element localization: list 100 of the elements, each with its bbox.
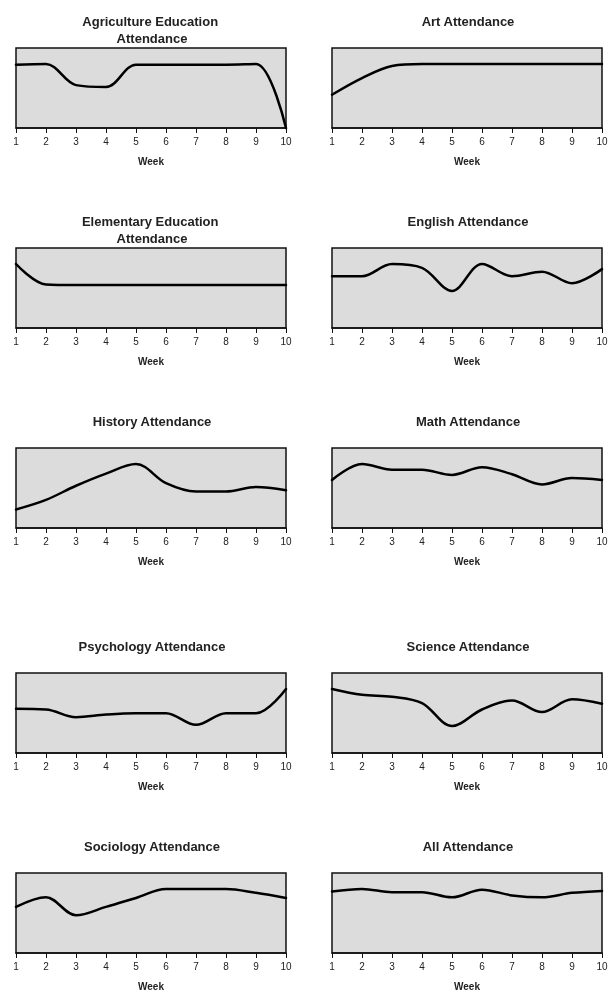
x-tick-label: 5 — [449, 335, 456, 347]
x-tick-label: 4 — [419, 760, 426, 772]
x-tick-label: 10 — [280, 760, 292, 772]
x-axis-title: Week — [454, 155, 481, 167]
x-axis-title: Week — [454, 780, 481, 792]
x-tick-label: 10 — [280, 135, 292, 147]
x-tick-label: 1 — [13, 960, 20, 972]
x-tick-label: 9 — [253, 760, 260, 772]
x-tick-label: 3 — [73, 960, 80, 972]
x-tick-label: 2 — [359, 760, 366, 772]
x-tick-label: 3 — [389, 535, 396, 547]
x-tick-label: 7 — [509, 135, 516, 147]
x-tick-label: 6 — [163, 960, 170, 972]
x-tick-label: 2 — [359, 535, 366, 547]
x-tick-label: 2 — [43, 760, 50, 772]
chart-title: Science Attendance — [406, 639, 530, 654]
x-tick-label: 2 — [43, 135, 50, 147]
x-tick-label: 9 — [569, 960, 576, 972]
x-tick-label: 5 — [133, 760, 140, 772]
x-tick-label: 8 — [223, 760, 230, 772]
x-tick-label: 6 — [479, 960, 486, 972]
x-tick-label: 10 — [280, 535, 292, 547]
chart-title: Math Attendance — [415, 414, 521, 429]
x-tick-label: 6 — [163, 760, 170, 772]
x-tick-label: 1 — [13, 335, 20, 347]
x-tick-label: 8 — [539, 535, 546, 547]
x-tick-label: 8 — [539, 135, 546, 147]
x-tick-label: 9 — [253, 535, 260, 547]
x-tick-label: 6 — [479, 335, 486, 347]
x-tick-label: 8 — [223, 335, 230, 347]
x-axis-title: Week — [138, 555, 165, 567]
x-tick-label: 10 — [596, 760, 608, 772]
x-axis-title: Week — [454, 555, 481, 567]
x-tick-label: 5 — [133, 335, 140, 347]
x-tick-label: 3 — [389, 135, 396, 147]
x-tick-label: 7 — [193, 135, 200, 147]
x-tick-label: 9 — [569, 135, 576, 147]
x-tick-label: 3 — [73, 760, 80, 772]
x-tick-label: 7 — [193, 335, 200, 347]
x-tick-label: 4 — [419, 335, 426, 347]
chart-title: History Attendance — [92, 414, 212, 429]
x-axis-title: Week — [454, 980, 481, 992]
x-tick-label: 5 — [133, 960, 140, 972]
x-tick-label: 6 — [163, 335, 170, 347]
x-tick-label: 10 — [280, 960, 292, 972]
x-tick-label: 9 — [253, 335, 260, 347]
x-tick-label: 8 — [539, 335, 546, 347]
x-tick-label: 3 — [73, 135, 80, 147]
x-tick-label: 10 — [596, 535, 608, 547]
x-tick-label: 4 — [103, 535, 110, 547]
x-tick-label: 8 — [223, 135, 230, 147]
x-tick-label: 3 — [73, 335, 80, 347]
x-tick-label: 4 — [103, 760, 110, 772]
x-tick-label: 4 — [103, 135, 110, 147]
x-tick-label: 5 — [133, 135, 140, 147]
x-tick-label: 3 — [389, 960, 396, 972]
x-tick-label: 9 — [253, 960, 260, 972]
x-tick-label: 6 — [479, 135, 486, 147]
x-tick-label: 8 — [223, 535, 230, 547]
x-tick-label: 5 — [449, 760, 456, 772]
chart-title: Psychology Attendance — [78, 639, 226, 654]
x-tick-label: 6 — [163, 535, 170, 547]
x-tick-label: 1 — [329, 535, 336, 547]
x-tick-label: 6 — [479, 760, 486, 772]
chart-title: Elementary Education Attendance — [81, 214, 223, 246]
x-tick-label: 1 — [329, 335, 336, 347]
x-tick-label: 2 — [43, 535, 50, 547]
x-tick-label: 4 — [103, 335, 110, 347]
x-tick-label: 1 — [13, 535, 20, 547]
x-tick-label: 1 — [329, 760, 336, 772]
x-tick-label: 7 — [509, 760, 516, 772]
x-tick-label: 5 — [449, 535, 456, 547]
x-tick-label: 3 — [389, 760, 396, 772]
x-tick-label: 5 — [449, 135, 456, 147]
x-tick-label: 7 — [193, 960, 200, 972]
x-axis-title: Week — [454, 355, 481, 367]
x-tick-label: 4 — [103, 960, 110, 972]
x-tick-label: 6 — [163, 135, 170, 147]
chart-title: Sociology Attendance — [83, 839, 221, 854]
x-tick-label: 2 — [359, 135, 366, 147]
x-tick-label: 2 — [43, 960, 50, 972]
x-tick-label: 3 — [389, 335, 396, 347]
x-tick-label: 8 — [539, 960, 546, 972]
x-axis-title: Week — [138, 155, 165, 167]
x-tick-label: 10 — [596, 335, 608, 347]
x-axis-title: Week — [138, 980, 165, 992]
x-tick-label: 10 — [596, 135, 608, 147]
x-tick-label: 4 — [419, 960, 426, 972]
x-tick-label: 7 — [509, 535, 516, 547]
x-axis-title: Week — [138, 355, 165, 367]
x-tick-label: 2 — [359, 335, 366, 347]
x-tick-label: 7 — [193, 760, 200, 772]
x-tick-label: 4 — [419, 535, 426, 547]
chart-title: Agriculture Education Attendance — [82, 14, 222, 46]
x-tick-label: 9 — [569, 335, 576, 347]
x-tick-label: 2 — [359, 960, 366, 972]
x-tick-label: 7 — [509, 335, 516, 347]
x-tick-label: 3 — [73, 535, 80, 547]
x-tick-label: 6 — [479, 535, 486, 547]
x-tick-label: 4 — [419, 135, 426, 147]
